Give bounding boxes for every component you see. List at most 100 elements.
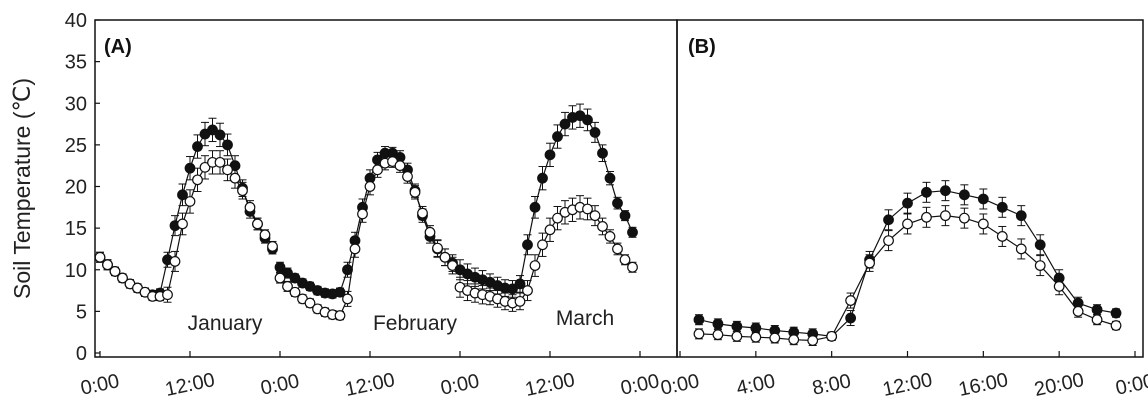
panel-b-point-open-8 (845, 295, 857, 306)
panel-b-point-open-9 (864, 257, 875, 269)
panel-a-february-point-filled-9 (342, 264, 353, 276)
panel-b-point-filled-2 (731, 320, 743, 332)
y-tick-label-5: 25 (65, 135, 87, 157)
panel-b-point-open-0 (693, 328, 705, 340)
panel-a-march-point-filled-20 (604, 172, 616, 184)
panel-b-point-filled-16 (996, 201, 1008, 213)
panel-a-march-point-open-13 (552, 212, 563, 224)
panel-b-point-filled-22 (1110, 307, 1122, 319)
panel-a-january-point-open-19 (237, 185, 248, 197)
panel-a-march-point-filled-8 (514, 278, 526, 290)
panel-a-x-tick-label-6: 0:00 (619, 370, 662, 400)
panel-a-label: (A) (104, 36, 132, 58)
panel-b-point-open-18 (1034, 260, 1046, 271)
panel-a-february-point-open-13 (372, 164, 383, 176)
panel-a-february-point-open-4 (304, 297, 316, 309)
panel-b-point-open-11 (902, 218, 913, 230)
panel-a-january-point-open-2 (109, 266, 121, 277)
panel-a-march-point-filled-22 (619, 210, 631, 222)
panel-b-point-open-14 (958, 212, 970, 224)
panel-b-point-open-17 (1015, 243, 1027, 255)
panel-b-frame (676, 19, 1144, 358)
panel-a-january-point-open-0 (94, 251, 106, 263)
y-tick-label-4: 20 (65, 177, 87, 199)
panel-a-january-point-open-18 (229, 172, 241, 184)
panel-b-label: (B) (688, 36, 716, 58)
panel-a-january-point-open-9 (162, 289, 173, 301)
panel-a-march-point-filled-23 (627, 226, 638, 238)
panel-a-march-point-filled-21 (612, 197, 623, 209)
panel-a-march-point-open-20 (604, 231, 616, 242)
panel-a-march-point-filled-19 (597, 147, 608, 159)
panel-a-february-point-open-17 (402, 171, 413, 182)
annotation-january: January (188, 312, 263, 335)
panel-a-february-point-open-16 (394, 160, 406, 172)
panel-a-january-point-open-23 (267, 241, 278, 252)
panel-a-february-point-open-8 (334, 310, 346, 321)
panel-a-february-point-filled-0 (274, 261, 286, 273)
panel-a-january-point-open-1 (102, 259, 113, 271)
panel-b-point-open-4 (769, 332, 781, 344)
panel-a-january-point-open-13 (192, 174, 203, 186)
panel-a-march-point-filled-18 (589, 126, 601, 138)
panel-a-january-point-open-12 (184, 196, 196, 207)
panel-a-x-tick-label-5: 12:00 (523, 369, 577, 401)
panel-a-february-point-open-19 (417, 207, 428, 219)
y-tick-label-3: 15 (65, 218, 87, 240)
panel-a-january-point-open-22 (259, 229, 271, 241)
panel-a-march-point-open-8 (514, 295, 526, 307)
panel-a-x-tick-label-0: 0:00 (79, 370, 122, 400)
panel-a-march-point-filled-12 (544, 149, 556, 161)
panel-a-february-point-filled-8 (334, 286, 346, 298)
panel-b-point-filled-21 (1091, 304, 1103, 316)
panel-a-march-point-open-23 (627, 261, 638, 273)
panel-a-january-point-filled-17 (222, 139, 233, 151)
panel-a-january-point-filled-16 (214, 129, 226, 141)
panel-a-march-point-filled-11 (537, 172, 548, 184)
panel-b-x-tick-label-0: 0:00 (659, 370, 702, 400)
panel-a-february-point-open-21 (432, 242, 443, 254)
y-tick-label-8: 40 (65, 10, 87, 32)
panel-a-march-point-open-11 (537, 239, 548, 251)
panel-a-february-point-open-18 (409, 186, 421, 198)
panel-b-point-filled-11 (902, 197, 913, 209)
panel-b-point-filled-15 (977, 193, 989, 205)
panel-a-january-point-filled-15 (207, 124, 218, 136)
panel-a-january-point-filled-12 (184, 162, 196, 174)
panel-a-january-point-filled-11 (177, 189, 188, 201)
panel-b-point-open-15 (977, 218, 989, 230)
panel-b-x-tick-label-2: 8:00 (810, 370, 853, 400)
panel-a-march-point-open-21 (612, 243, 623, 255)
y-axis-title: Soil Temperature (℃) (9, 78, 35, 299)
panel-b-point-filled-17 (1015, 210, 1027, 222)
annotation-february: February (373, 312, 458, 335)
panel-a-x-tick-label-2: 0:00 (259, 370, 302, 400)
panel-b-point-filled-10 (883, 214, 894, 226)
panel-b-x-tick-label-4: 16:00 (957, 369, 1011, 401)
panel-a-x-tick-label-3: 12:00 (343, 369, 397, 401)
annotation-march: March (556, 307, 614, 330)
panel-a-january-point-open-3 (117, 272, 128, 284)
panel-b-x-tick-label-3: 12:00 (881, 369, 935, 401)
panel-b-point-filled-1 (712, 318, 724, 330)
panel-a-february-point-filled-2 (289, 272, 301, 284)
panel-a-february-point-open-1 (282, 281, 293, 292)
panel-a-january-point-open-16 (214, 156, 226, 168)
panel-a-march-point-open-22 (619, 254, 631, 266)
panel-b-point-open-10 (883, 235, 894, 247)
y-tick-label-0: 0 (76, 343, 87, 365)
panel-a-march-point-filled-7 (507, 283, 518, 295)
panel-b-point-open-5 (788, 334, 800, 346)
panel-a-march-point-filled-10 (529, 201, 541, 213)
panel-a-february-point-open-10 (349, 243, 361, 255)
panel-b-point-filled-0 (693, 314, 705, 326)
panel-b-x-tick-label-5: 20:00 (1032, 369, 1086, 401)
panel-a-february-point-filled-1 (282, 267, 293, 279)
panel-a-february-point-open-20 (424, 226, 436, 238)
panel-b-point-open-6 (807, 335, 819, 346)
panel-b-point-open-7 (826, 330, 838, 342)
panel-a-february-point-open-9 (342, 293, 353, 305)
panel-a-march-point-open-12 (544, 224, 556, 236)
panel-a-january-point-filled-13 (192, 141, 203, 152)
